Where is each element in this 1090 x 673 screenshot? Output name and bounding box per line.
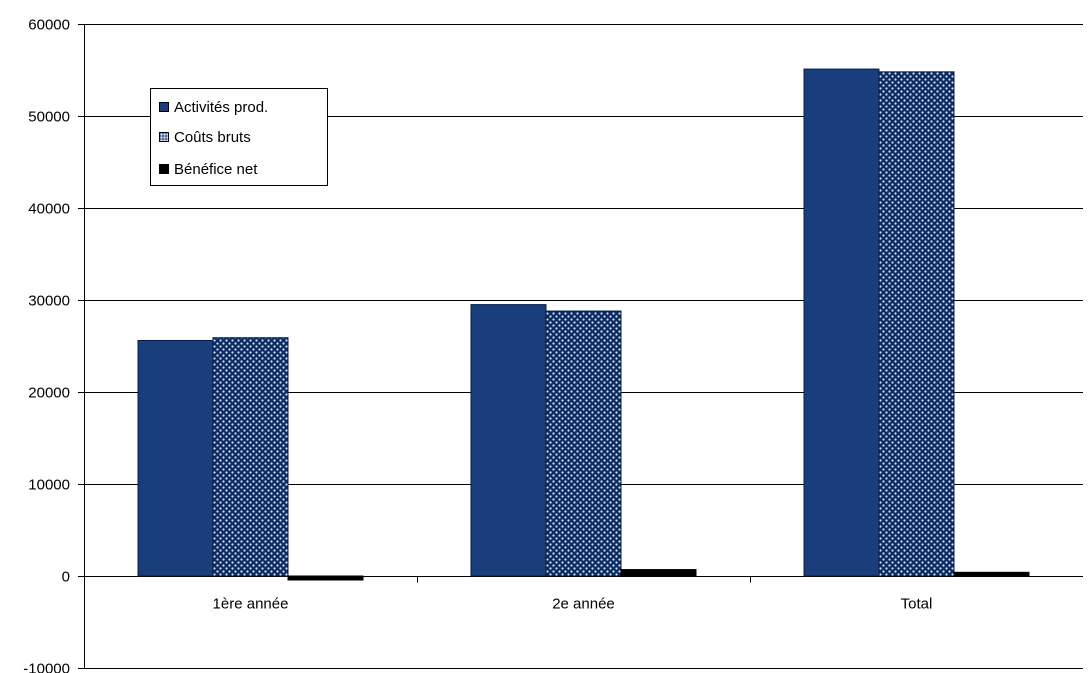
- y-tick-label: 30000: [28, 293, 70, 310]
- y-tick-label: -10000: [23, 661, 70, 673]
- bar: [137, 339, 214, 577]
- x-tick-labels: 1ère année 2e année Total: [213, 596, 933, 613]
- bar: [287, 575, 364, 581]
- legend-label-benefice: Bénéfice net: [174, 160, 258, 178]
- y-tick-labels: -10000 0 10000 20000 30000 40000 50000 60000: [23, 17, 70, 673]
- y-tick-label: 50000: [28, 109, 70, 126]
- x-tick-label: Total: [901, 596, 933, 613]
- legend: Activités prod. Coûts bruts Bénéfice net: [150, 88, 328, 186]
- bar: [803, 68, 880, 577]
- y-tick-label: 60000: [28, 17, 70, 34]
- y-tick-label: 0: [62, 569, 70, 586]
- bar: [620, 569, 697, 577]
- bars: [137, 68, 1030, 581]
- bar: [878, 71, 955, 577]
- legend-item-benefice: Bénéfice net: [159, 159, 257, 179]
- y-tick-label: 10000: [28, 477, 70, 494]
- legend-label-couts: Coûts bruts: [174, 128, 251, 146]
- bar: [545, 310, 622, 577]
- legend-swatch-activites: [159, 102, 169, 112]
- bar: [470, 304, 547, 577]
- bar: [212, 337, 289, 577]
- legend-label-activites: Activités prod.: [174, 98, 269, 116]
- x-tick-label: 2e année: [552, 596, 615, 613]
- legend-swatch-benefice: [159, 164, 169, 174]
- y-tick-label: 20000: [28, 385, 70, 402]
- legend-item-activites: Activités prod.: [159, 97, 268, 117]
- y-tick-label: 40000: [28, 201, 70, 218]
- legend-item-couts: Coûts bruts: [159, 127, 251, 147]
- legend-swatch-couts: [159, 132, 169, 142]
- x-tick-label: 1ère année: [213, 596, 289, 613]
- bar: [953, 571, 1030, 577]
